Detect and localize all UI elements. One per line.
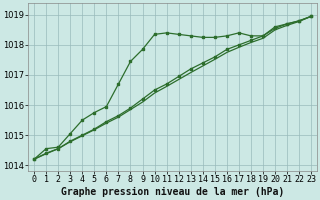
X-axis label: Graphe pression niveau de la mer (hPa): Graphe pression niveau de la mer (hPa): [61, 187, 284, 197]
